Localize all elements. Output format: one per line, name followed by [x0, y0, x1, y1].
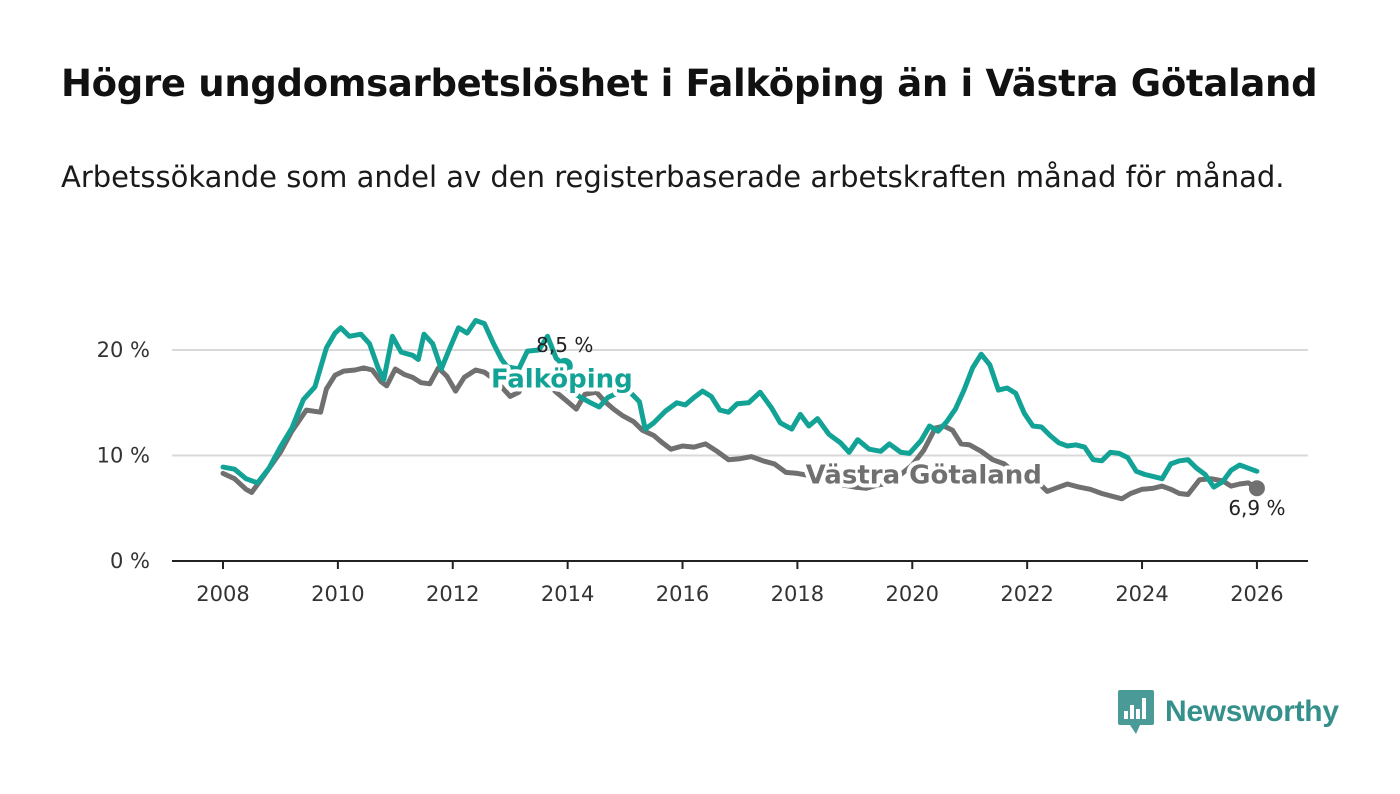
x-tick-label: 2018	[771, 582, 824, 606]
end-marker-falkoping	[556, 357, 573, 374]
x-tick-label: 2010	[311, 582, 364, 606]
series-label-falkoping: Falköping	[491, 364, 633, 394]
y-tick-label: 20 %	[97, 338, 150, 362]
brand-name: Newsworthy	[1165, 695, 1339, 728]
x-tick-label: 2014	[541, 582, 594, 606]
end-label-falkoping: 8,5 %	[536, 333, 593, 357]
x-tick-label: 2026	[1230, 582, 1283, 606]
series-label-falkoping-halo: Falköping	[491, 364, 633, 394]
series-line-falkoping	[565, 351, 1260, 490]
series-line-falkoping	[220, 318, 568, 486]
x-tick-label: 2008	[196, 582, 249, 606]
y-tick-label: 10 %	[97, 444, 150, 468]
end-marker-vastra-gotaland	[1248, 480, 1265, 497]
series-label-vastra-gotaland-halo: Västra Götaland	[806, 460, 1042, 490]
chart-title: Högre ungdomsarbetslöshet i Falköping än…	[61, 62, 1318, 105]
series-line-vastra-gotaland	[220, 365, 1260, 502]
x-tick-label: 2022	[1000, 582, 1053, 606]
y-tick-label: 0 %	[110, 549, 150, 573]
series-label-vastra-gotaland: Västra Götaland	[806, 460, 1042, 490]
x-tick-label: 2024	[1115, 582, 1168, 606]
x-tick-label: 2012	[426, 582, 479, 606]
brand: Newsworthy	[1118, 690, 1339, 734]
x-tick-label: 2016	[656, 582, 709, 606]
chart-subtitle: Arbetssökande som andel av den registerb…	[61, 160, 1285, 194]
x-tick-label: 2020	[886, 582, 939, 606]
end-label-vastra-gotaland: 6,9 %	[1228, 496, 1285, 520]
newsworthy-logo-icon	[1118, 690, 1154, 734]
